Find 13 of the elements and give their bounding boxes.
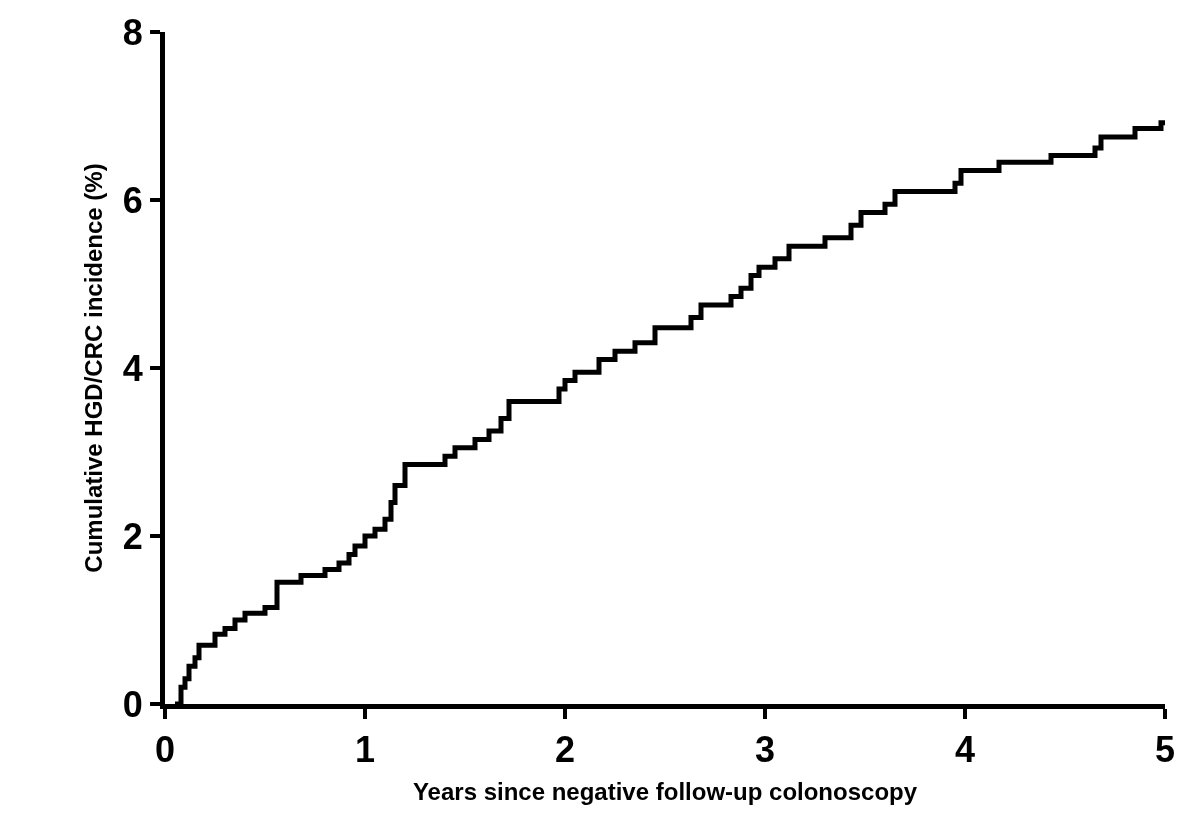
y-tick-label: 4	[122, 347, 143, 389]
x-tick-label: 5	[1154, 729, 1176, 771]
x-axis-title: Years since negative follow-up colonoscopy	[412, 777, 918, 805]
y-tick-label: 2	[122, 515, 143, 557]
x-tick-label: 0	[154, 729, 176, 771]
x-tick-label: 1	[354, 729, 376, 771]
y-tick-label: 0	[122, 683, 143, 725]
x-tick-label: 2	[554, 729, 576, 771]
y-tick-label: 6	[122, 179, 143, 221]
y-tick-label: 8	[122, 11, 143, 53]
x-tick-label: 3	[754, 729, 776, 771]
x-tick-label: 4	[954, 729, 976, 771]
y-axis-title: Cumulative HGD/CRC incidence (%)	[79, 163, 107, 573]
